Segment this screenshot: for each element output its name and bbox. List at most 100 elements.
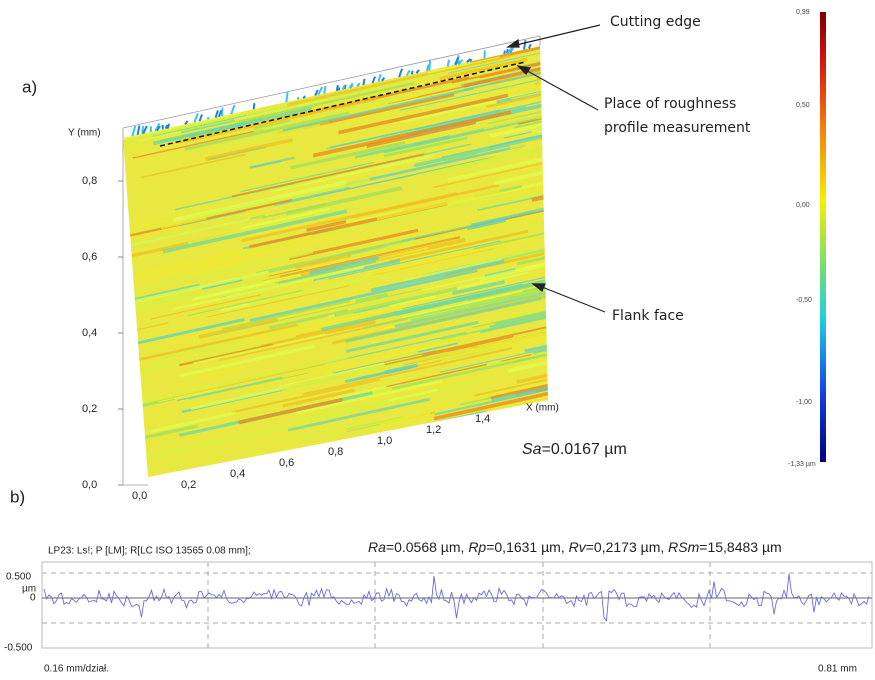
measurement-line	[159, 61, 526, 147]
streak	[439, 321, 548, 373]
streak	[291, 54, 383, 76]
streak	[469, 213, 543, 233]
profile-y-label: 0	[30, 593, 36, 604]
cutting-edge-chips	[131, 40, 532, 137]
streak	[238, 397, 343, 425]
streak	[417, 342, 459, 353]
chip	[415, 69, 420, 74]
streak	[172, 266, 364, 311]
streak	[321, 466, 367, 477]
param-value: =15,8483 µm	[699, 539, 781, 555]
streak	[277, 260, 377, 285]
streak	[130, 355, 349, 407]
chip	[469, 58, 473, 62]
streak	[447, 154, 548, 182]
streak	[523, 373, 548, 424]
chip	[131, 125, 137, 137]
streak	[399, 69, 548, 112]
streak	[154, 234, 313, 273]
streak	[479, 229, 548, 282]
chip	[398, 68, 404, 78]
streak	[149, 46, 283, 67]
streak	[267, 51, 367, 77]
streak	[253, 96, 403, 133]
streak	[321, 192, 507, 236]
streak	[268, 268, 302, 277]
streak	[487, 84, 548, 125]
y-tick-label: 0,6	[82, 251, 97, 263]
streak	[290, 141, 406, 170]
streak	[250, 160, 283, 169]
streak	[336, 272, 506, 311]
streak	[343, 75, 493, 110]
streak	[429, 144, 548, 191]
chip	[314, 89, 319, 97]
x-tick-label: 0,6	[279, 457, 294, 469]
streak	[265, 75, 330, 91]
streak	[494, 298, 548, 325]
streak	[533, 46, 548, 86]
streak	[345, 320, 479, 353]
streak	[452, 280, 506, 296]
colorbar-label: 0,99	[796, 9, 810, 16]
sa-value: Sa=0.0167 µm	[522, 441, 627, 458]
streak	[306, 246, 470, 284]
param-value: =0,1631 µm,	[486, 539, 568, 555]
streak	[501, 215, 548, 261]
streak	[542, 229, 548, 252]
streak	[200, 46, 310, 67]
streak	[447, 449, 493, 461]
streak	[255, 272, 434, 314]
streak	[123, 46, 226, 69]
chip	[343, 84, 347, 90]
streak	[334, 286, 458, 318]
chip	[341, 84, 346, 90]
streak	[451, 46, 548, 84]
streak	[513, 91, 548, 130]
streak	[466, 218, 506, 231]
streak	[123, 250, 314, 296]
param-name: RSm	[668, 539, 699, 555]
streak	[126, 198, 293, 238]
streak	[463, 46, 548, 88]
streak	[332, 350, 436, 374]
streak	[391, 346, 548, 391]
streak	[253, 119, 291, 131]
streak	[487, 375, 548, 413]
streak	[280, 46, 392, 48]
streak	[378, 411, 432, 427]
streak	[123, 279, 264, 316]
streak	[221, 241, 295, 260]
colorbar	[820, 12, 826, 462]
streak	[286, 54, 511, 107]
chip	[528, 43, 532, 49]
streak	[160, 215, 207, 230]
streak	[450, 281, 548, 332]
streak	[370, 259, 505, 293]
streak	[234, 454, 306, 474]
streak	[541, 172, 548, 189]
streak	[414, 191, 548, 240]
chip	[381, 77, 386, 82]
annotation: Flank face	[612, 308, 684, 324]
streak	[231, 153, 425, 198]
streak	[187, 194, 400, 245]
streak	[228, 46, 424, 60]
chip	[371, 76, 376, 84]
chip	[156, 125, 161, 132]
annotation: profile measurement	[604, 120, 751, 136]
streak	[152, 46, 199, 59]
y-tick-label: 0,4	[82, 327, 97, 339]
streak	[447, 326, 548, 356]
streak	[413, 125, 548, 168]
colorbar-label: 0,50	[796, 102, 810, 109]
streak	[360, 237, 533, 279]
streak	[239, 66, 287, 80]
y-tick-label: 0,8	[82, 175, 97, 187]
param-value: =0,2173 µm,	[586, 539, 668, 555]
profile-y-label: 0.500	[6, 572, 31, 583]
panel-label: b)	[10, 487, 25, 506]
streak	[379, 105, 527, 140]
streak	[492, 308, 548, 351]
